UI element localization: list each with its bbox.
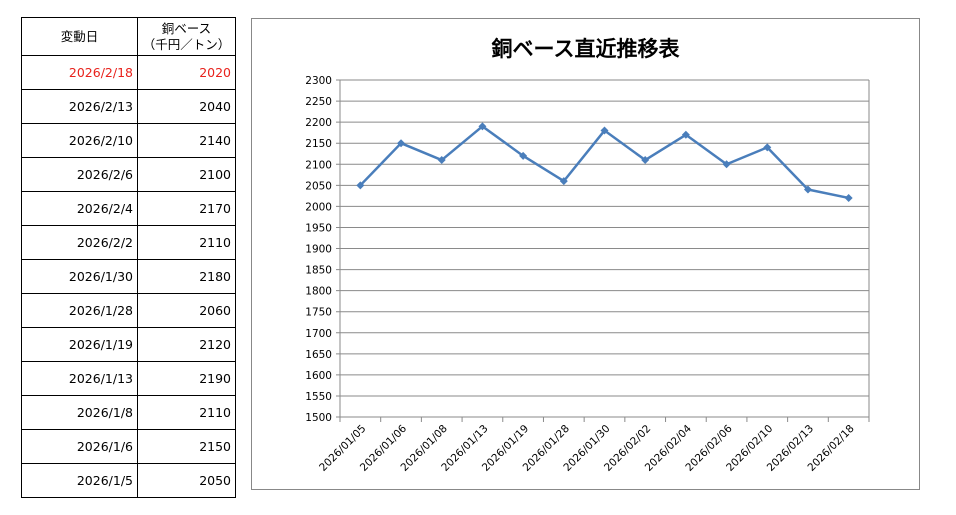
table-row: 2026/2/2 2110 bbox=[21, 225, 236, 260]
value-cell: 2110 bbox=[137, 395, 236, 430]
value-cell: 2060 bbox=[137, 293, 236, 328]
copper-base-table: 変動日 銅ベース （千円／トン） 2026/2/18 2020 2026/2/13 2… bbox=[21, 17, 236, 498]
y-tick-label: 1750 bbox=[305, 307, 332, 319]
y-tick-label: 1650 bbox=[305, 349, 332, 361]
date-cell: 2026/2/18 bbox=[21, 55, 138, 90]
y-tick-label: 2050 bbox=[305, 180, 332, 192]
series-line bbox=[359, 125, 849, 200]
value-cell: 2170 bbox=[137, 191, 236, 226]
y-tick-label: 1600 bbox=[305, 370, 332, 382]
date-cell: 2026/2/2 bbox=[21, 225, 138, 260]
y-tick-label: 1850 bbox=[305, 265, 332, 277]
y-tick-label: 2000 bbox=[305, 201, 332, 213]
value-cell: 2180 bbox=[137, 259, 236, 294]
chart-title: 銅ベース直近推移表 bbox=[491, 37, 680, 61]
value-cell: 2040 bbox=[137, 89, 236, 124]
table-row: 2026/1/5 2050 bbox=[21, 463, 236, 498]
column-header-value: 銅ベース （千円／トン） bbox=[137, 17, 236, 56]
table-row: 2026/1/6 2150 bbox=[21, 429, 236, 464]
date-cell: 2026/1/8 bbox=[21, 395, 138, 430]
date-cell: 2026/1/30 bbox=[21, 259, 138, 294]
data-point-marker bbox=[600, 126, 609, 135]
value-cell: 2140 bbox=[137, 123, 236, 158]
y-tick-label: 2150 bbox=[305, 138, 332, 150]
table-row: 2026/1/28 2060 bbox=[21, 293, 236, 328]
date-cell: 2026/2/4 bbox=[21, 191, 138, 226]
column-header-value-unit: （千円／トン） bbox=[142, 36, 231, 52]
table-row: 2026/1/8 2110 bbox=[21, 395, 236, 430]
data-point-marker bbox=[519, 151, 528, 160]
data-point-marker bbox=[478, 122, 487, 131]
table-row: 2026/2/13 2040 bbox=[21, 89, 236, 124]
date-cell: 2026/1/28 bbox=[21, 293, 138, 328]
date-cell: 2026/1/19 bbox=[21, 327, 138, 362]
y-tick-label: 2200 bbox=[305, 117, 332, 129]
data-point-marker bbox=[559, 177, 568, 186]
table-row: 2026/1/30 2180 bbox=[21, 259, 236, 294]
y-tick-label: 1900 bbox=[305, 244, 332, 256]
table-row: 2026/2/18 2020 bbox=[21, 55, 236, 90]
data-point-marker bbox=[397, 139, 406, 148]
value-cell: 2100 bbox=[137, 157, 236, 192]
y-tick-label: 1950 bbox=[305, 222, 332, 234]
y-tick-label: 2100 bbox=[305, 159, 332, 171]
table-row: 2026/2/6 2100 bbox=[21, 157, 236, 192]
y-tick-label: 1800 bbox=[305, 286, 332, 298]
data-point-marker bbox=[844, 193, 853, 202]
table-row: 2026/1/13 2190 bbox=[21, 361, 236, 396]
data-point-marker bbox=[763, 143, 772, 152]
column-header-date: 変動日 bbox=[21, 17, 138, 56]
value-cell: 2050 bbox=[137, 463, 236, 498]
date-cell: 2026/2/10 bbox=[21, 123, 138, 158]
column-header-value-label: 銅ベース bbox=[161, 20, 212, 36]
y-tick-label: 1500 bbox=[305, 412, 332, 424]
y-tick-label: 2300 bbox=[305, 75, 332, 87]
value-cell: 2120 bbox=[137, 327, 236, 362]
date-cell: 2026/2/6 bbox=[21, 157, 138, 192]
table-row: 2026/2/4 2170 bbox=[21, 191, 236, 226]
chart-container: 銅ベース直近推移表 1500 1550 1600 1650 1700 1750 1800 18… bbox=[251, 18, 920, 490]
value-cell: 2150 bbox=[137, 429, 236, 464]
data-point-marker bbox=[356, 181, 365, 190]
data-point-marker bbox=[437, 156, 446, 165]
data-point-marker bbox=[641, 156, 650, 165]
table-row: 2026/1/19 2120 bbox=[21, 327, 236, 362]
date-cell: 2026/1/6 bbox=[21, 429, 138, 464]
line-chart: 1500 1550 1600 1650 1700 1750 1800 1850 1900 1950… bbox=[305, 75, 870, 474]
table-row: 2026/2/10 2140 bbox=[21, 123, 236, 158]
data-point-marker bbox=[803, 185, 812, 194]
value-cell: 2020 bbox=[137, 55, 236, 90]
date-cell: 2026/2/13 bbox=[21, 89, 138, 124]
data-point-marker bbox=[722, 160, 731, 169]
date-cell: 2026/1/5 bbox=[21, 463, 138, 498]
table-header-row: 変動日 銅ベース （千円／トン） bbox=[21, 17, 236, 56]
table-body: 2026/2/18 2020 2026/2/13 2040 2026/2/10 2140 2… bbox=[21, 55, 236, 498]
value-cell: 2110 bbox=[137, 225, 236, 260]
y-tick-label: 1700 bbox=[305, 328, 332, 340]
value-cell: 2190 bbox=[137, 361, 236, 396]
y-tick-label: 1550 bbox=[305, 391, 332, 403]
data-point-marker bbox=[681, 130, 690, 139]
date-cell: 2026/1/13 bbox=[21, 361, 138, 396]
y-tick-label: 2250 bbox=[305, 96, 332, 108]
